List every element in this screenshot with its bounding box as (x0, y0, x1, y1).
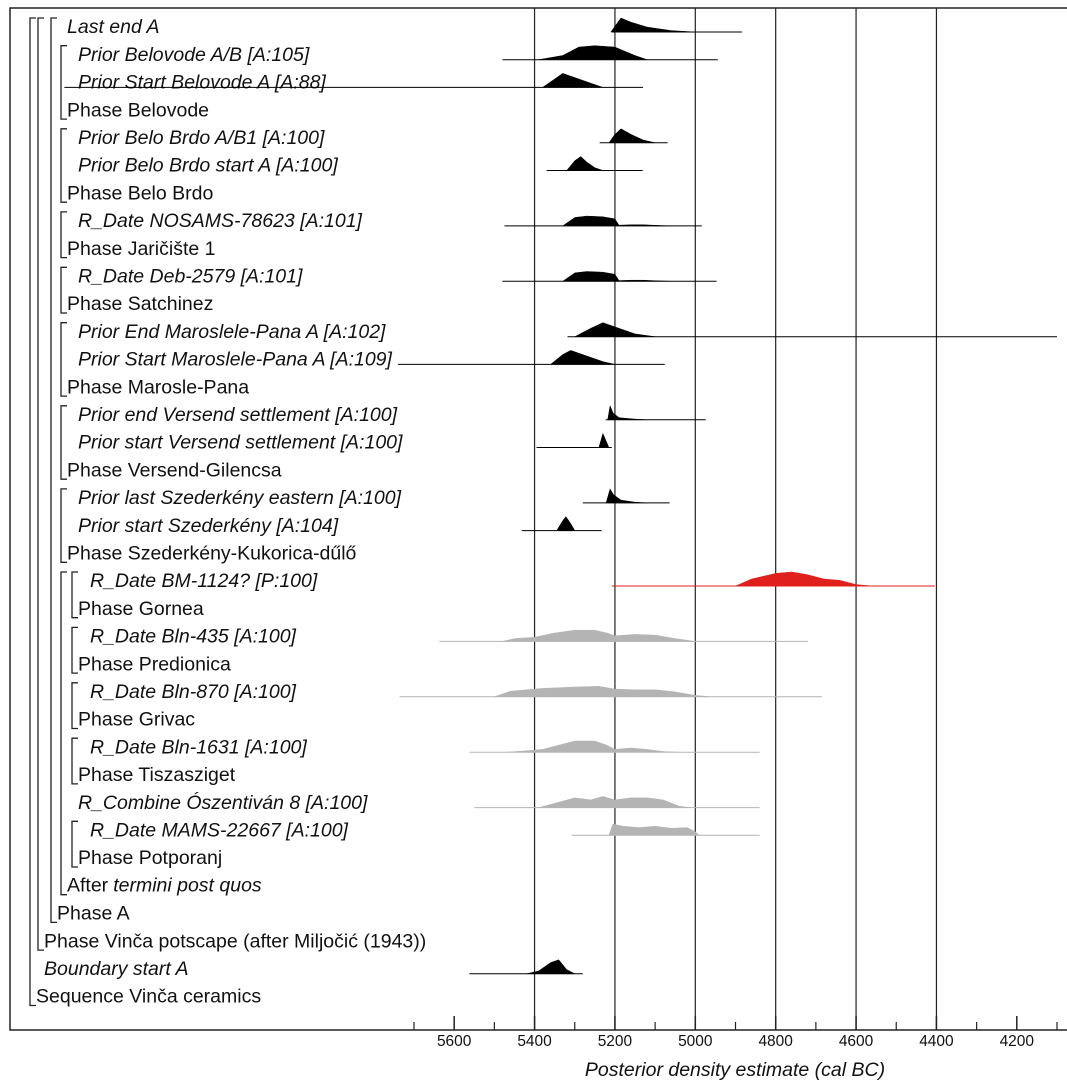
row-label: Sequence Vinča ceramics (36, 986, 261, 1008)
row-label: Prior Belovode A/B [A:105] (78, 44, 310, 66)
row-label: Phase Belo Brdo (67, 182, 214, 204)
bracket (60, 571, 67, 896)
density (541, 73, 603, 88)
bracket (71, 682, 78, 730)
row-label: Prior Start Belovode A [A:88] (78, 72, 326, 94)
density (549, 350, 615, 365)
bracket (60, 128, 67, 203)
row-label: R_Date Bln-870 [A:100] (90, 681, 297, 703)
row-label: Phase Jaričište 1 (67, 238, 216, 260)
row-label: Phase Belovode (67, 99, 209, 121)
row-label: R_Combine Ószentiván 8 [A:100] (78, 791, 368, 814)
density (538, 796, 692, 808)
row-label: R_Date NOSAMS-78623 [A:101] (78, 210, 363, 232)
row-label: Phase Predionica (78, 653, 231, 675)
row-label: Phase Szederkény-Kukorica-dűlő (67, 542, 357, 564)
row-label: Prior start Szederkény [A:104] (78, 515, 339, 537)
density (608, 823, 700, 836)
plot-frame (9, 7, 1067, 1031)
row-label: Prior end Versend settlement [A:100] (78, 404, 398, 426)
row-label: Boundary start A (44, 958, 189, 980)
density (566, 156, 603, 171)
bracket (60, 322, 67, 397)
density (556, 516, 576, 531)
row-label: Phase Potporanj (78, 847, 222, 869)
row-label: R_Date Bln-1631 [A:100] (90, 736, 307, 758)
density (735, 571, 873, 587)
bracket (71, 626, 78, 674)
density (607, 404, 648, 421)
density (605, 488, 648, 504)
x-tick-label: 4400 (919, 1033, 954, 1050)
x-axis-title: Posterior density estimate (cal BC) (585, 1059, 885, 1081)
row-label: Prior start Versend settlement [A:100] (78, 432, 403, 454)
bracket (60, 211, 67, 259)
row-label: Phase Satchinez (67, 293, 213, 315)
row-label: R_Date Bln-435 [A:100] (90, 626, 297, 648)
row-label: Phase Marosle-Pana (67, 376, 249, 398)
row-label: Prior Belo Brdo start A [A:100] (78, 155, 338, 177)
label-part: After (67, 875, 109, 897)
x-tick-label: 4600 (839, 1033, 874, 1050)
density (608, 128, 656, 144)
row-label: Phase Tiszasziget (78, 764, 236, 786)
row-label: Last end A (67, 16, 160, 38)
row-label: Prior Start Maroslele-Pana A [A:109] (78, 349, 393, 371)
bracket (71, 571, 78, 619)
x-tick-label: 4800 (758, 1033, 793, 1050)
row-label: Phase Gornea (78, 598, 204, 620)
bracket (71, 820, 78, 868)
row-label: Phase A (57, 903, 130, 925)
density (494, 686, 712, 698)
bracket (60, 488, 67, 563)
density (574, 322, 656, 337)
row-label: Prior End Maroslele-Pana A [A:102] (78, 321, 386, 343)
x-tick-label: 4200 (1000, 1033, 1035, 1050)
row-label: Phase Grivac (78, 709, 195, 731)
density (598, 432, 610, 448)
bracket (29, 17, 36, 1007)
density (561, 271, 672, 282)
density (610, 17, 696, 33)
bracket (60, 45, 67, 120)
x-tick-label: 5200 (598, 1033, 633, 1050)
row-label: R_Date MAMS-22667 [A:100] (90, 819, 349, 841)
density (561, 215, 672, 227)
row-label: Prior last Szederkény eastern [A:100] (78, 487, 402, 509)
bracket (60, 405, 67, 480)
row-label: After termini post quos (67, 875, 262, 897)
row-label: Prior Belo Brdo A/B1 [A:100] (78, 127, 325, 149)
bracket (37, 17, 44, 951)
bracket (50, 17, 57, 924)
row-label: R_Date Deb-2579 [A:101] (78, 265, 303, 287)
row-label: Phase Vinča potscape (after Miljočić (19… (44, 930, 426, 952)
row-label: Phase Versend-Gilencsa (67, 459, 282, 481)
density (506, 740, 680, 753)
bracket (60, 266, 67, 314)
density (502, 629, 696, 642)
bracket (71, 737, 78, 785)
x-tick-label: 5000 (678, 1033, 713, 1050)
x-tick-label: 5600 (437, 1033, 472, 1050)
x-tick-label: 5400 (517, 1033, 552, 1050)
row-label: R_Date BM-1124? [P:100] (90, 570, 318, 592)
label-part: termini post quos (113, 875, 262, 897)
density (526, 959, 575, 975)
density (538, 45, 648, 60)
